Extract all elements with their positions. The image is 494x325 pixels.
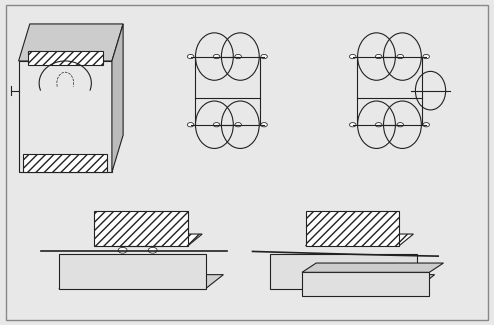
Polygon shape	[302, 272, 429, 295]
Circle shape	[235, 123, 242, 127]
Polygon shape	[306, 211, 399, 246]
Polygon shape	[270, 254, 417, 289]
Polygon shape	[23, 154, 107, 172]
Circle shape	[397, 123, 404, 127]
Polygon shape	[94, 234, 202, 246]
Circle shape	[375, 54, 382, 59]
Polygon shape	[302, 263, 444, 272]
Circle shape	[187, 123, 194, 127]
Circle shape	[423, 123, 429, 127]
Polygon shape	[28, 51, 103, 65]
Circle shape	[349, 123, 356, 127]
Circle shape	[349, 54, 356, 59]
Circle shape	[235, 54, 242, 59]
Circle shape	[148, 247, 157, 253]
Circle shape	[118, 247, 127, 253]
Polygon shape	[59, 275, 223, 289]
Polygon shape	[59, 254, 206, 289]
Circle shape	[261, 123, 267, 127]
Polygon shape	[270, 275, 435, 289]
Circle shape	[375, 123, 382, 127]
Polygon shape	[94, 211, 188, 246]
Polygon shape	[306, 234, 413, 246]
Circle shape	[187, 54, 194, 59]
Circle shape	[397, 54, 404, 59]
Circle shape	[213, 54, 220, 59]
Polygon shape	[112, 24, 123, 172]
Circle shape	[261, 54, 267, 59]
Circle shape	[423, 54, 429, 59]
Polygon shape	[19, 24, 123, 61]
Circle shape	[213, 123, 220, 127]
